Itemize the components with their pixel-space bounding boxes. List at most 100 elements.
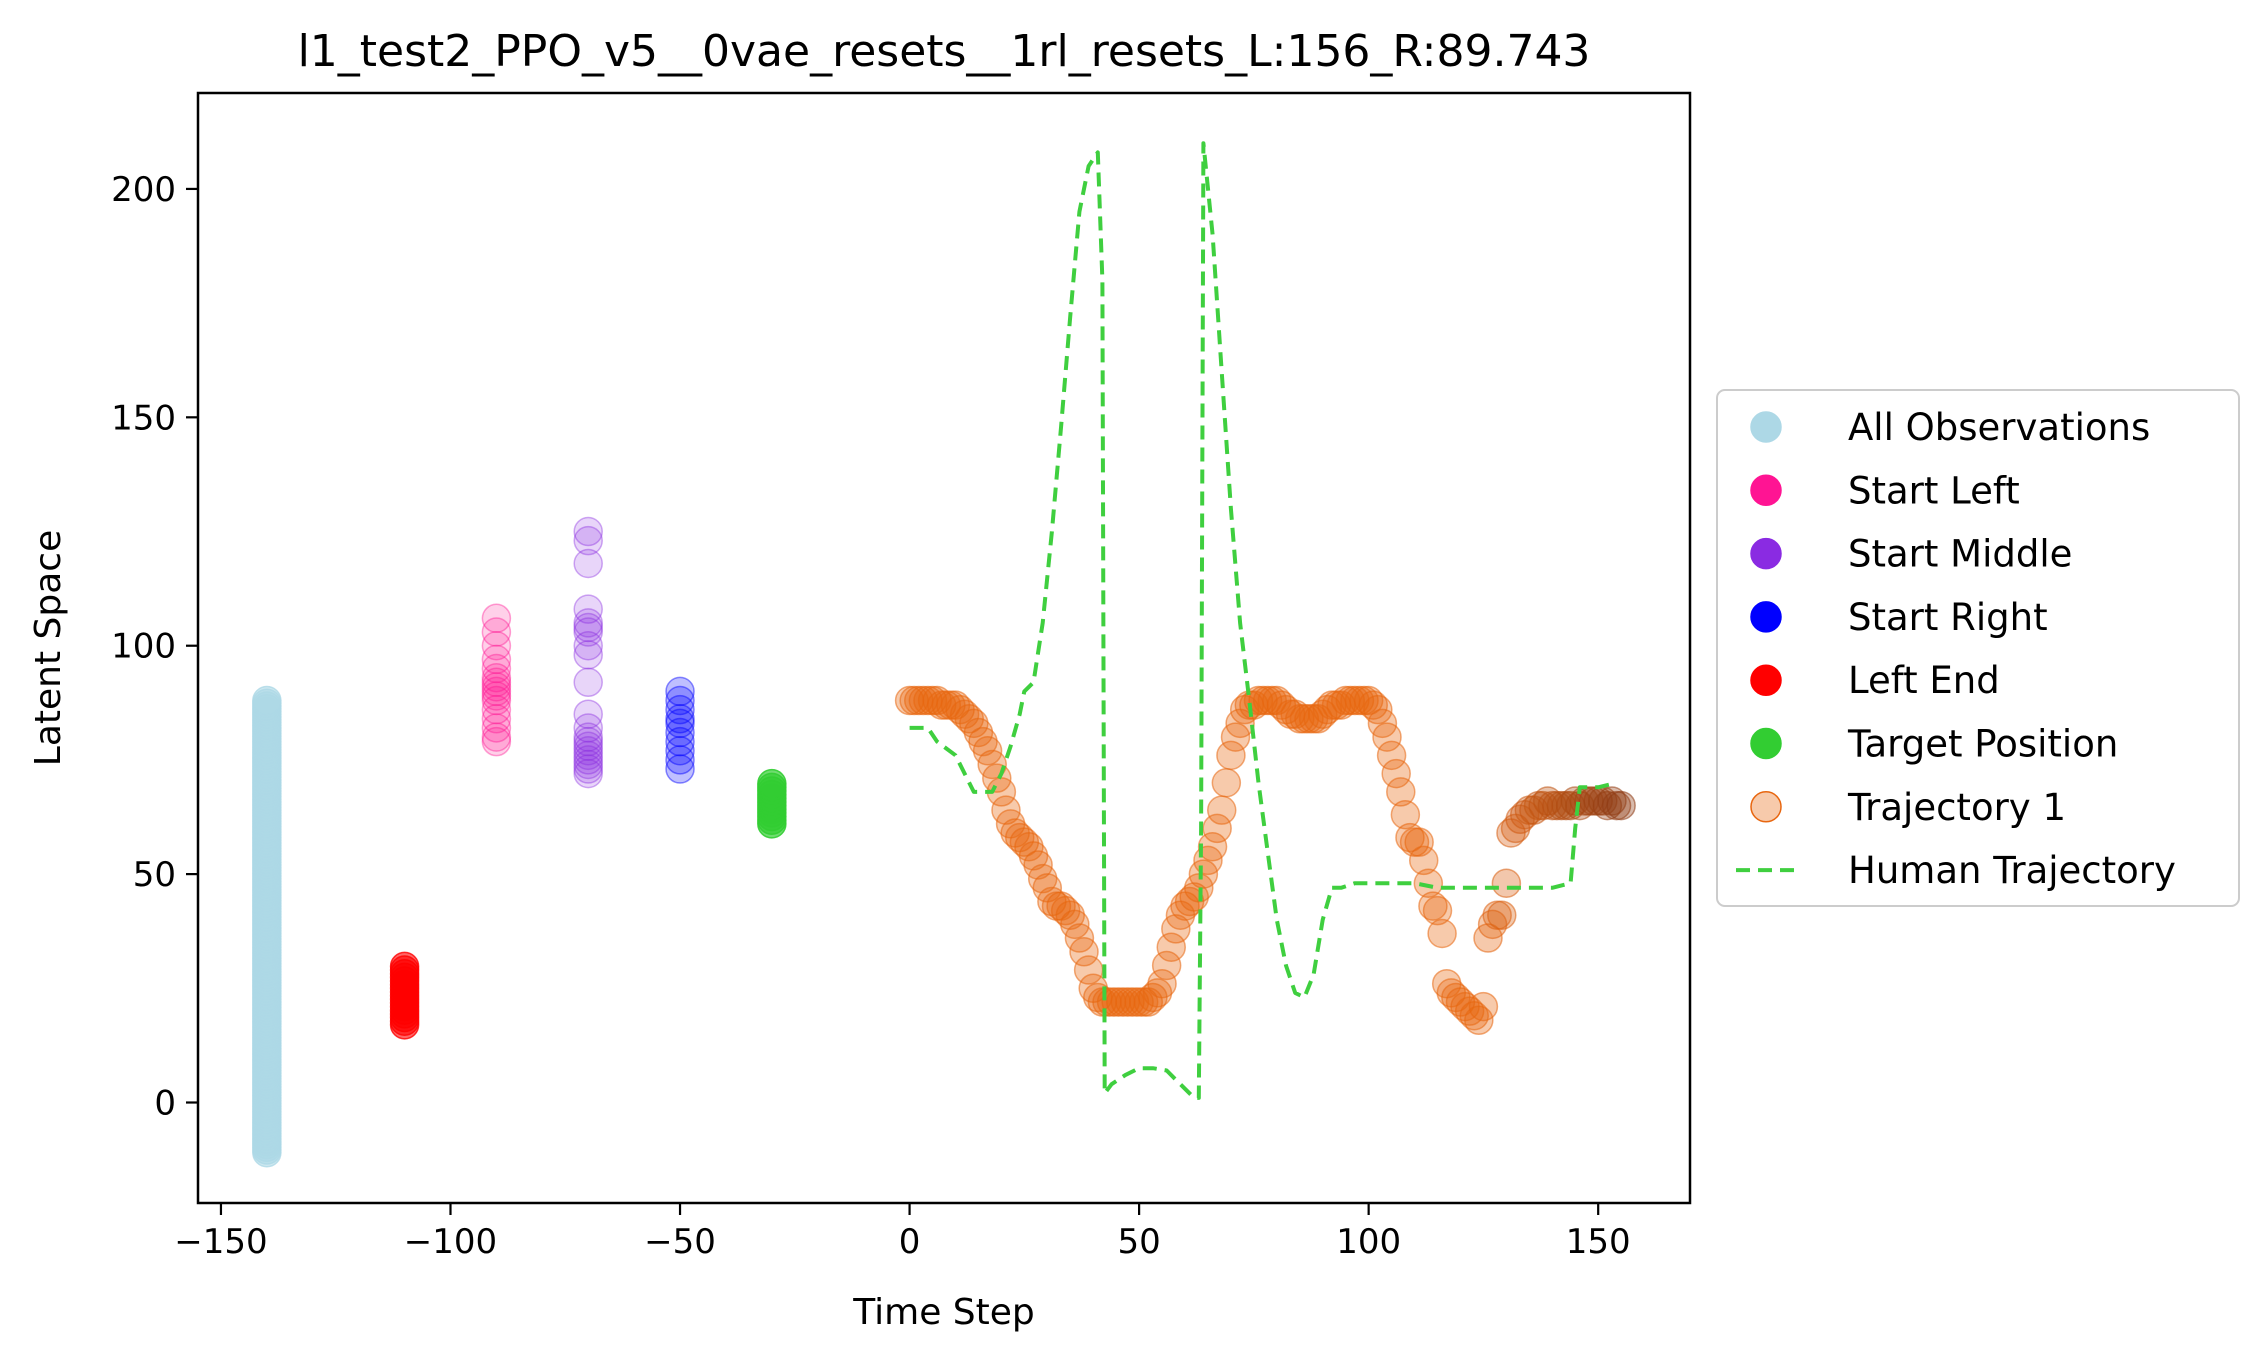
data-point — [1151, 950, 1182, 981]
chart-title: l1_test2_PPO_v5__0vae_resets__1rl_resets… — [298, 26, 1591, 77]
legend-entry: Trajectory 1 — [1750, 786, 2066, 829]
legend-label: Start Left — [1848, 469, 2020, 512]
legend-marker — [1750, 411, 1782, 443]
data-point — [573, 612, 603, 643]
data-point — [1211, 768, 1242, 798]
data-point — [1477, 909, 1508, 940]
data-point — [665, 685, 695, 716]
data-point — [665, 676, 695, 707]
data-point — [665, 694, 695, 725]
legend-label: Trajectory 1 — [1847, 786, 2066, 829]
series-start-right — [665, 676, 695, 784]
y-tick-label: 100 — [111, 627, 176, 667]
plot-area — [252, 141, 1636, 1168]
y-tick-label: 0 — [154, 1084, 176, 1124]
series-left-end — [389, 951, 420, 1040]
legend-marker — [1750, 727, 1782, 760]
data-point — [481, 603, 512, 634]
y-axis: 0 50 100 150 200 — [111, 170, 198, 1124]
data-point — [1386, 777, 1416, 807]
axes-frame — [196, 91, 1692, 1205]
data-point — [968, 726, 998, 757]
data-point — [481, 672, 512, 702]
legend-label: Target Position — [1847, 723, 2118, 766]
data-point — [665, 754, 695, 784]
data-point — [573, 667, 603, 698]
legend-marker — [1750, 537, 1782, 570]
data-point — [1018, 841, 1049, 871]
legend-entry: Start Middle — [1750, 533, 2072, 576]
data-point — [1413, 868, 1444, 898]
series-all-observations — [252, 685, 282, 1168]
data-point — [573, 699, 603, 729]
data-point — [1422, 895, 1453, 926]
data-point — [481, 644, 512, 675]
data-point — [665, 736, 695, 766]
data-point — [573, 749, 603, 780]
legend-label: Human Trajectory — [1848, 849, 2176, 892]
y-tick-label: 200 — [111, 170, 176, 210]
legend-marker — [1750, 601, 1782, 633]
legend-label: Left End — [1848, 659, 2000, 702]
data-point — [665, 708, 695, 739]
series-start-middle — [573, 516, 603, 789]
series-start-left — [481, 603, 512, 757]
data-point — [1376, 740, 1407, 771]
data-point — [573, 630, 603, 661]
data-point — [1069, 937, 1099, 967]
legend-entry: Human Trajectory — [1736, 849, 2176, 892]
legend-label: Start Right — [1848, 596, 2048, 639]
data-point — [1459, 1000, 1489, 1031]
data-point — [1156, 932, 1186, 962]
series-human-trajectory — [909, 141, 1617, 1100]
data-point — [573, 722, 603, 752]
legend-entry: Target Position — [1750, 723, 2118, 766]
data-point — [959, 708, 989, 739]
data-point — [481, 726, 512, 757]
data-point — [573, 731, 603, 761]
y-tick-label: 150 — [111, 398, 176, 438]
data-point — [573, 726, 603, 757]
series-trajectory-1 — [894, 685, 1636, 1036]
data-point — [573, 745, 603, 775]
legend-label: All Observations — [1848, 406, 2150, 449]
data-point — [481, 685, 512, 716]
x-tick-label: −150 — [174, 1222, 267, 1262]
x-axis: −150 −100 −50 0 50 100 150 — [174, 1203, 1631, 1262]
data-point — [665, 704, 695, 734]
data-point — [481, 653, 512, 684]
data-point — [573, 617, 603, 647]
data-point — [573, 754, 603, 784]
data-point — [481, 630, 512, 661]
x-axis-label: Time Step — [852, 1292, 1035, 1333]
data-point — [573, 713, 603, 743]
data-point — [1202, 813, 1232, 844]
series-target-position — [757, 768, 787, 839]
legend-label: Start Middle — [1848, 533, 2072, 576]
data-point — [573, 594, 603, 624]
data-point — [665, 745, 695, 775]
data-point — [1491, 868, 1522, 898]
x-tick-label: −100 — [404, 1222, 497, 1262]
series-line — [909, 141, 1617, 1100]
data-point — [1427, 918, 1457, 949]
data-point — [1395, 822, 1425, 853]
legend-entry: Start Left — [1750, 469, 2020, 512]
data-point — [481, 713, 512, 743]
data-point — [573, 736, 603, 766]
data-point — [1358, 690, 1388, 720]
x-tick-label: 100 — [1336, 1222, 1401, 1262]
x-tick-label: −50 — [644, 1222, 716, 1262]
data-point — [1606, 790, 1636, 821]
data-point — [1404, 827, 1434, 857]
data-point — [1381, 758, 1411, 789]
data-point — [1142, 978, 1173, 1008]
legend: All Observations Start Left Start Middle St… — [1716, 389, 2240, 907]
data-point — [1027, 863, 1058, 894]
x-tick-label: 50 — [1117, 1222, 1160, 1262]
data-point — [573, 740, 603, 771]
data-point — [1408, 845, 1439, 876]
data-point — [1353, 685, 1384, 716]
